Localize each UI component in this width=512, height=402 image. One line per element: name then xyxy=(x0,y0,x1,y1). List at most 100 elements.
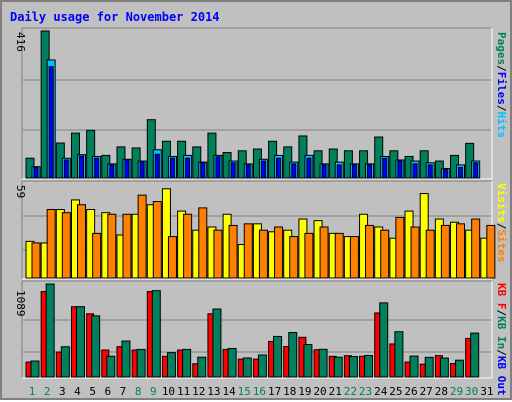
bar-kb-in xyxy=(227,347,237,378)
y-max-label-2: 59 xyxy=(14,185,27,198)
x-tick-label-day-29: 29 xyxy=(450,385,463,398)
bar-kb-in xyxy=(121,340,131,378)
bar-sites xyxy=(471,218,481,279)
bar-files xyxy=(367,164,373,179)
bar-kb-in xyxy=(273,335,283,378)
y-max-label-3: 1089 xyxy=(14,290,27,317)
bar-sites xyxy=(395,216,405,279)
bar-sites xyxy=(92,232,102,279)
bar-files xyxy=(351,164,357,179)
bar-kb-in xyxy=(409,355,419,378)
bar-files xyxy=(124,159,130,179)
bar-sites xyxy=(334,232,344,279)
x-tick-label-day-16: 16 xyxy=(253,385,266,398)
bar-sites xyxy=(228,224,238,279)
bar-kb-in xyxy=(257,354,267,378)
x-tick-label-day-15: 15 xyxy=(238,385,251,398)
bar-files xyxy=(139,161,145,179)
bar-sites xyxy=(213,229,223,279)
bar-files xyxy=(169,157,175,179)
bar-sites xyxy=(31,242,41,279)
legend-entry: / xyxy=(495,65,508,72)
bar-files xyxy=(442,169,448,179)
bar-sites xyxy=(198,207,208,279)
bar-kb-in xyxy=(379,302,389,378)
bar-kb-in xyxy=(75,306,85,378)
bar-files xyxy=(185,157,191,179)
x-tick-label-day-19: 19 xyxy=(298,385,311,398)
bar-sites xyxy=(152,201,162,279)
bar-kb-in xyxy=(288,332,298,378)
bar-files xyxy=(321,164,327,179)
bar-sites xyxy=(61,212,71,279)
bar-sites xyxy=(258,229,268,279)
x-tick-label-day-18: 18 xyxy=(283,385,296,398)
bar-kb-in xyxy=(318,348,328,378)
x-tick-label-day-7: 7 xyxy=(120,385,127,398)
bar-kb-in xyxy=(60,346,70,378)
bar-kb-in xyxy=(45,283,55,378)
bar-files xyxy=(215,156,221,179)
legend-entry: Pages xyxy=(495,32,508,65)
x-tick-label-day-4: 4 xyxy=(74,385,81,398)
bar-files xyxy=(94,157,100,179)
bar-files xyxy=(48,66,54,179)
x-tick-label-day-27: 27 xyxy=(420,385,433,398)
x-tick-label-day-25: 25 xyxy=(389,385,402,398)
legend-entry: KB Out xyxy=(495,356,508,396)
x-tick-label-day-13: 13 xyxy=(207,385,220,398)
bar-files xyxy=(382,157,388,179)
bar-sites xyxy=(76,204,86,279)
bar-kb-in xyxy=(439,357,449,378)
y-max-label-1: 416 xyxy=(14,32,27,52)
bar-visits xyxy=(161,188,171,279)
bar-kb-in xyxy=(364,354,374,378)
legend-entry: / xyxy=(495,310,508,317)
x-tick-label-day-2: 2 xyxy=(44,385,51,398)
legend-entry: Sites xyxy=(495,229,508,262)
bar-sites xyxy=(365,224,375,279)
bar-kb-in xyxy=(91,315,101,378)
bar-sites xyxy=(107,213,117,279)
bar-files xyxy=(154,153,160,179)
bar-kb-in xyxy=(424,356,434,378)
x-tick-label-day-5: 5 xyxy=(89,385,96,398)
x-tick-label-day-3: 3 xyxy=(59,385,66,398)
bar-sites xyxy=(274,226,284,279)
bar-sites xyxy=(167,236,177,279)
bar-kb-in xyxy=(151,290,161,378)
bar-sites xyxy=(122,213,132,279)
x-tick-label-day-20: 20 xyxy=(313,385,326,398)
x-tick-label-day-31: 31 xyxy=(480,385,493,398)
x-tick-label-day-10: 10 xyxy=(162,385,175,398)
bar-files xyxy=(230,162,236,179)
x-tick-label-day-21: 21 xyxy=(329,385,342,398)
bar-sites xyxy=(289,236,299,279)
bar-sites xyxy=(46,208,56,279)
bar-kb-in xyxy=(182,348,192,378)
x-tick-label-day-8: 8 xyxy=(135,385,142,398)
x-tick-label-day-14: 14 xyxy=(222,385,236,398)
chart-title: Daily usage for November 2014 xyxy=(10,10,220,24)
legend-3: KB F/KB In/KB Out xyxy=(495,283,508,396)
x-tick-label-day-24: 24 xyxy=(374,385,388,398)
bar-files xyxy=(200,162,206,179)
x-tick-label-day-12: 12 xyxy=(192,385,205,398)
bar-kb-in xyxy=(394,331,404,378)
bar-kb-in xyxy=(455,359,465,378)
bar-files xyxy=(33,166,39,179)
bar-files xyxy=(427,164,433,179)
x-tick-label-day-9: 9 xyxy=(150,385,157,398)
x-tick-label-day-22: 22 xyxy=(344,385,357,398)
bar-kb-in xyxy=(242,357,252,378)
bar-sites xyxy=(486,224,496,279)
bar-kb-in xyxy=(212,308,222,378)
bar-kb-in xyxy=(106,355,116,378)
bar-files xyxy=(245,164,251,179)
bar-files xyxy=(109,164,115,179)
legend-entry: Files xyxy=(495,72,508,105)
x-tick-label-day-28: 28 xyxy=(435,385,448,398)
bar-files xyxy=(473,162,479,179)
